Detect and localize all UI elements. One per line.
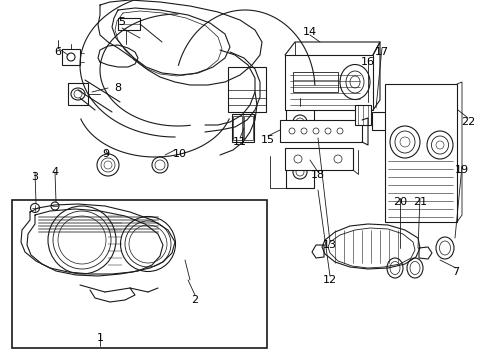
Bar [62,49,80,65]
Ellipse shape [288,128,294,134]
Ellipse shape [71,88,85,100]
Bar [227,67,265,112]
Text: 19: 19 [454,165,468,175]
Ellipse shape [293,155,302,163]
Text: 1: 1 [96,333,103,343]
Bar [232,116,242,140]
Ellipse shape [104,161,112,169]
Ellipse shape [325,128,330,134]
Text: 13: 13 [323,240,336,250]
Text: 4: 4 [51,167,59,177]
Ellipse shape [389,126,419,158]
Text: 16: 16 [360,57,374,67]
Ellipse shape [399,137,409,147]
Text: 9: 9 [102,149,109,159]
Ellipse shape [120,216,175,271]
Text: 14: 14 [303,27,316,37]
Ellipse shape [67,53,75,61]
Ellipse shape [30,203,40,212]
Ellipse shape [51,202,59,210]
Bar [118,18,140,30]
Ellipse shape [292,115,306,129]
Bar [231,114,253,142]
Text: 15: 15 [261,135,274,145]
Ellipse shape [292,165,306,179]
Bar [371,112,385,130]
Ellipse shape [53,211,111,269]
Ellipse shape [152,157,168,173]
Bar [12,200,266,348]
Text: 20: 20 [392,197,406,207]
Text: 21: 21 [412,197,426,207]
Text: 11: 11 [232,137,246,147]
Bar [285,55,372,110]
Bar [244,116,252,140]
Ellipse shape [48,206,116,274]
Ellipse shape [426,131,452,159]
Bar [280,120,361,142]
Text: 12: 12 [322,275,336,285]
Ellipse shape [406,258,422,278]
Ellipse shape [97,154,119,176]
Text: 7: 7 [451,267,459,277]
Ellipse shape [349,76,359,88]
Ellipse shape [125,221,171,267]
Bar [68,83,88,105]
Ellipse shape [58,216,106,264]
Text: 18: 18 [310,170,325,180]
Ellipse shape [339,64,369,99]
Text: 2: 2 [191,295,198,305]
Bar [384,84,456,222]
Text: 5: 5 [118,17,125,27]
Bar [285,148,352,170]
Ellipse shape [129,225,167,263]
Bar [285,156,313,188]
Text: 6: 6 [54,47,61,57]
Ellipse shape [435,141,443,149]
Text: 8: 8 [114,83,122,93]
Ellipse shape [312,128,318,134]
Bar [292,72,337,92]
Bar [354,105,370,125]
Text: 3: 3 [31,172,39,182]
Text: 10: 10 [173,149,186,159]
Ellipse shape [386,258,402,278]
Bar [285,106,313,138]
Ellipse shape [435,237,453,259]
Ellipse shape [301,128,306,134]
Text: 17: 17 [374,47,388,57]
Ellipse shape [336,128,342,134]
Ellipse shape [333,155,341,163]
Text: 22: 22 [460,117,474,127]
